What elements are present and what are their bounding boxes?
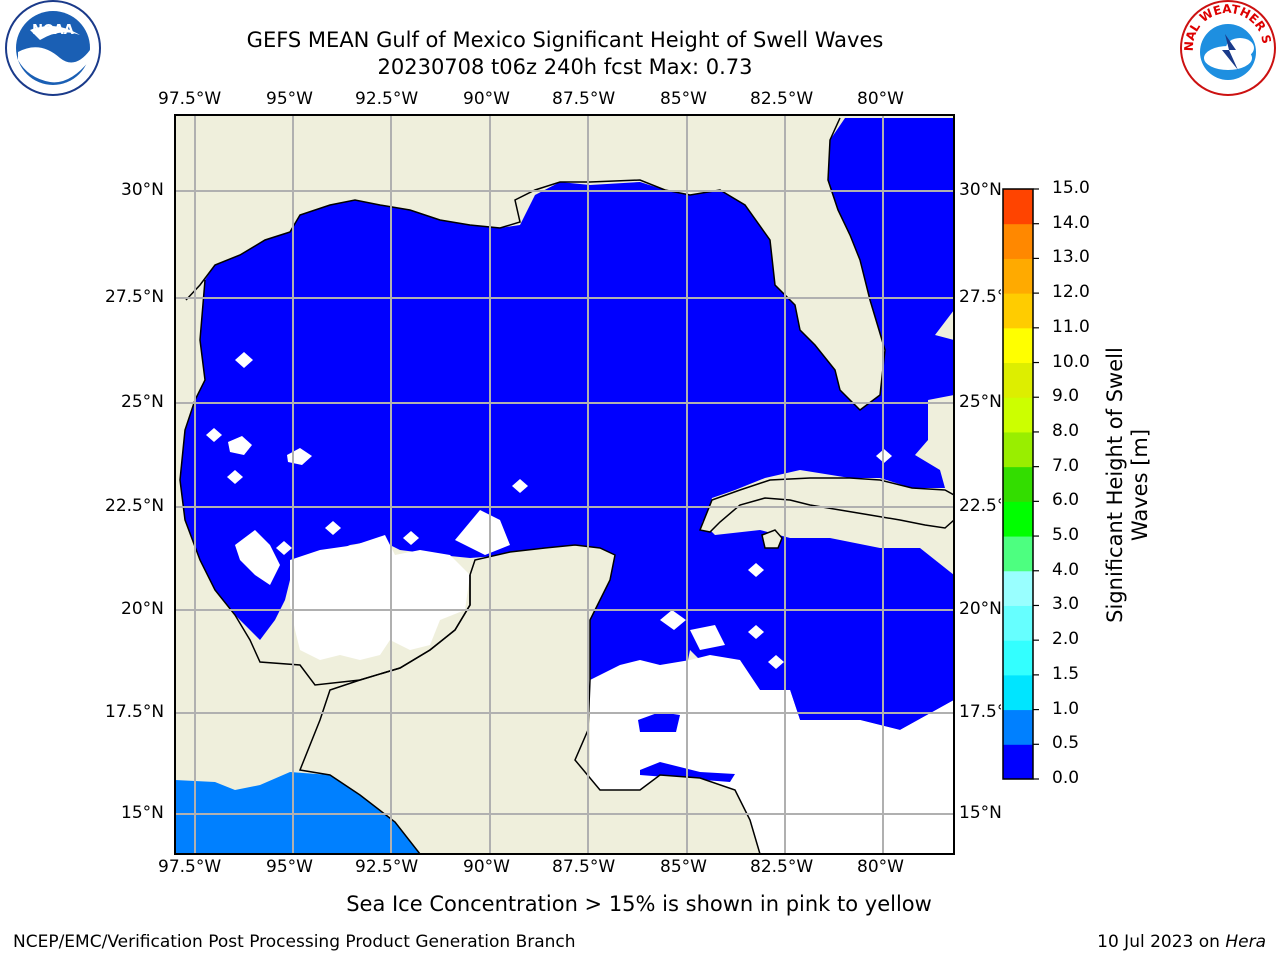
colorbar-tick-label: 7.0 [1052, 455, 1080, 476]
lon-tick-top-7: 80°W [857, 89, 904, 109]
lon-tick-top-4: 87.5°W [552, 89, 616, 109]
lat-tick-left-5: 17.5°N [105, 702, 165, 722]
lon-tick-bottom-2: 92.5°W [355, 857, 419, 877]
lon-tick-top-6: 82.5°W [750, 89, 814, 109]
noaa-logo-text: NOAA [32, 23, 74, 38]
map-frame [174, 114, 955, 855]
colorbar-tick-label: 4.0 [1052, 559, 1080, 580]
lat-tick-left-4: 20°N [121, 599, 164, 619]
colorbar-tick-label: 8.0 [1052, 420, 1080, 441]
gulf-swell-field [180, 118, 954, 730]
colorbar-swatch [1003, 674, 1033, 711]
caribbean-swell-field [638, 712, 680, 732]
lat-tick-left-1: 27.5°N [105, 287, 165, 307]
colorbar-tick-label: 11.0 [1052, 316, 1090, 337]
sea-ice-note: Sea Ice Concentration > 15% is shown in … [346, 892, 932, 916]
lon-tick-bottom-3: 90°W [463, 857, 510, 877]
colorbar-tick-label: 6.0 [1052, 490, 1080, 511]
lat-tick-left-6: 15°N [121, 803, 164, 823]
colorbar-tick-label: 2.0 [1052, 629, 1080, 650]
lon-tick-top-0: 97.5°W [158, 89, 222, 109]
footer-date: 10 Jul 2023 on [1097, 932, 1226, 952]
lat-tick-right-2: 25°N [959, 392, 1001, 412]
footer-left: NCEP/EMC/Verification Post Processing Pr… [13, 932, 576, 952]
nws-logo-text: NATIONAL WEATHER SERVICE [0, 0, 1274, 52]
colorbar-tick-label: 9.0 [1052, 386, 1080, 407]
nws-logo: NATIONAL WEATHER SERVICE [0, 0, 1276, 96]
svg-text:NATIONAL WEATHER SERVICE: NATIONAL WEATHER SERVICE [0, 0, 1274, 52]
lat-tick-left-3: 22.5°N [105, 496, 165, 516]
lon-tick-top-1: 95°W [266, 89, 313, 109]
colorbar-tick-label: 0.5 [1052, 733, 1080, 754]
colorbar-swatch [1003, 640, 1033, 676]
colorbar-tick-label: 12.0 [1052, 282, 1090, 303]
colorbar-label: Significant Height of Swell Waves [m] [1103, 347, 1152, 623]
lat-tick-right-3: 22.5°N [959, 496, 1001, 516]
colorbar-swatch [1003, 570, 1033, 606]
colorbar-frame [1002, 188, 1034, 780]
colorbar-tick-label: 1.5 [1052, 663, 1080, 684]
colorbar-swatch [1003, 397, 1033, 433]
colorbar-swatch [1003, 744, 1033, 780]
footer-host: Hera [1225, 932, 1266, 952]
lat-tick-right-5: 17.5°N [959, 702, 1001, 722]
colorbar-swatch [1003, 258, 1033, 294]
lon-tick-top-5: 85°W [660, 89, 707, 109]
map-subtitle: 20230708 t06z 240h fcst Max: 0.73 [377, 55, 753, 79]
colorbar-swatch [1003, 189, 1033, 225]
lon-tick-top-3: 90°W [463, 89, 510, 109]
colorbar-swatch [1003, 293, 1033, 329]
lat-tick-right-4: 20°N [959, 599, 1001, 619]
lat-tick-left-0: 30°N [121, 180, 164, 200]
lat-tick-right-1: 27.5°N [959, 287, 1001, 307]
lat-tick-left-2: 25°N [121, 392, 164, 412]
colorbar-swatch [1003, 431, 1033, 468]
colorbar-tick-label: 10.0 [1052, 351, 1090, 372]
lon-tick-bottom-6: 82.5°W [750, 857, 814, 877]
lon-tick-bottom-0: 97.5°W [158, 857, 222, 877]
lat-tick-right-0: 30°N [959, 180, 1001, 200]
colorbar-tick-label: 15.0 [1052, 178, 1090, 198]
colorbar-swatch [1003, 327, 1033, 364]
colorbar-swatch [1003, 709, 1033, 745]
colorbar-tick-label: 13.0 [1052, 247, 1090, 268]
lon-tick-top-2: 92.5°W [355, 89, 419, 109]
colorbar-swatch [1003, 362, 1033, 398]
lon-tick-bottom-4: 87.5°W [552, 857, 616, 877]
lat-tick-right-6: 15°N [959, 803, 1002, 823]
lon-tick-bottom-7: 80°W [857, 857, 904, 877]
colorbar-swatch [1003, 223, 1033, 259]
colorbar-swatch [1003, 536, 1033, 572]
grid-lines [175, 115, 954, 854]
noaa-logo: NOAA [5, 0, 101, 96]
colorbar-tick-label: 1.0 [1052, 698, 1080, 719]
colorbar-tick-label: 0.0 [1052, 768, 1080, 788]
colorbar-swatch [1003, 501, 1033, 537]
colorbar-swatch [1003, 605, 1033, 641]
map-area [175, 115, 954, 854]
lon-tick-bottom-1: 95°W [266, 857, 313, 877]
colorbar-swatch [1003, 466, 1033, 502]
lon-tick-bottom-5: 85°W [660, 857, 707, 877]
colorbar-tick-label: 3.0 [1052, 594, 1080, 615]
footer-right: 10 Jul 2023 on Hera [1097, 932, 1266, 952]
land-masses [298, 477, 954, 854]
colorbar-tick-label: 14.0 [1052, 212, 1090, 233]
map-title: GEFS MEAN Gulf of Mexico Significant Hei… [246, 28, 884, 52]
colorbar [1003, 188, 1039, 780]
colorbar-tick-label: 5.0 [1052, 525, 1080, 546]
